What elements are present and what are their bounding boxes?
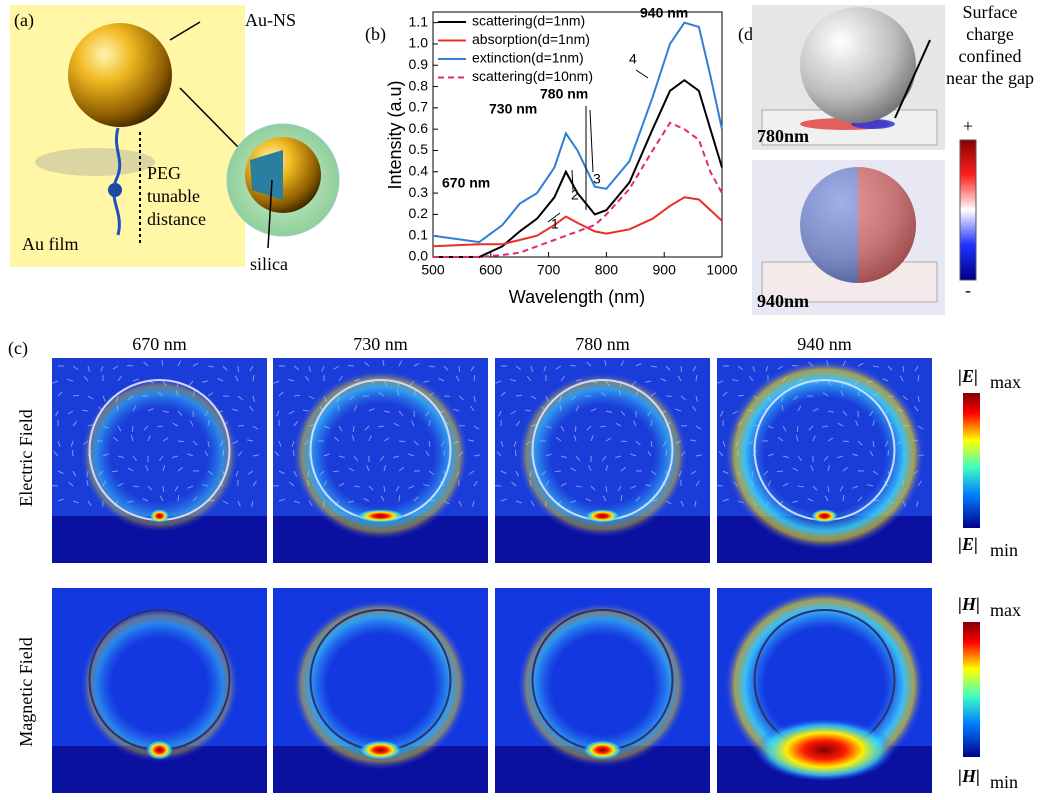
note: near the gap	[946, 68, 1034, 88]
annotation: 2	[571, 187, 579, 203]
cbar-min: -	[965, 280, 971, 300]
chart: (b) Wavelength (nm) Intensity (a.u) 0.00…	[365, 5, 738, 307]
hotspot	[755, 719, 895, 782]
cbar-max: +	[963, 116, 973, 136]
field-arrow	[903, 366, 904, 372]
field-glow	[81, 608, 239, 763]
y-tick-label: 0.1	[409, 226, 429, 242]
x-tick-label: 1000	[706, 262, 737, 278]
y-tick-label: 0.5	[409, 141, 429, 157]
x-tick-label: 800	[595, 262, 619, 278]
colorbar	[963, 622, 980, 757]
hotspot	[356, 509, 406, 523]
annotation: 730 nm	[489, 101, 537, 117]
x-axis-label: Wavelength (nm)	[509, 287, 645, 307]
cbar-label: |H|	[958, 594, 980, 614]
column-title: 730 nm	[353, 334, 408, 354]
cbar-label: min	[990, 772, 1018, 792]
sphere	[800, 7, 916, 123]
field-arrow	[127, 365, 133, 366]
y-tick-label: 1.1	[409, 13, 429, 29]
y-tick-label: 0.3	[409, 184, 429, 200]
field-arrow	[515, 450, 516, 456]
y-tick-label: 0.4	[409, 162, 429, 178]
field-arrow	[72, 450, 73, 456]
hotspot	[585, 509, 621, 523]
field-arrow	[238, 366, 239, 372]
x-tick-label: 500	[421, 262, 445, 278]
field-arrow	[348, 365, 354, 366]
y-tick-label: 0.7	[409, 99, 429, 115]
legend-label: scattering(d=10nm)	[472, 68, 593, 84]
x-tick-label: 700	[537, 262, 561, 278]
annotation: 780 nm	[540, 86, 588, 102]
label: 940nm	[757, 291, 809, 311]
cbar-label: |H|	[958, 766, 980, 786]
y-tick-label: 1.0	[409, 35, 429, 51]
row-label: Magnetic Field	[16, 637, 36, 746]
label: PEG	[147, 163, 181, 183]
label: tunable	[147, 186, 200, 206]
annotation: 940 nm	[640, 5, 688, 21]
legend-label: absorption(d=1nm)	[472, 31, 590, 47]
y-axis-label: Intensity (a.u)	[385, 80, 405, 189]
label: distance	[147, 209, 206, 229]
hotspot	[359, 740, 403, 760]
field-arrow	[459, 366, 460, 372]
cbar-label: |E|	[958, 534, 978, 554]
hotspot	[146, 740, 174, 760]
panel-label: (a)	[14, 10, 34, 31]
field-arrow	[570, 365, 576, 366]
series-line	[433, 197, 722, 246]
x-tick-label: 900	[653, 262, 677, 278]
annotation-arrow	[636, 70, 648, 78]
cbar-label: min	[990, 540, 1018, 560]
column-title: 940 nm	[797, 334, 852, 354]
annotation: 3	[593, 171, 601, 187]
label: Au film	[22, 234, 79, 254]
y-tick-label: 0.9	[409, 56, 429, 72]
hotspot	[150, 509, 170, 523]
linker-bead	[108, 183, 122, 197]
note: charge	[966, 24, 1014, 44]
annotation: 4	[629, 51, 637, 67]
y-tick-label: 0.6	[409, 120, 429, 136]
annotation: 1	[551, 216, 559, 232]
series-line	[433, 80, 722, 257]
colorbar	[963, 393, 980, 528]
x-tick-label: 600	[479, 262, 503, 278]
figure: (a) Au-NS PEG tunable distance Au film s…	[0, 0, 1045, 800]
cbar-label: max	[990, 372, 1021, 392]
column-title: 780 nm	[575, 334, 630, 354]
legend-label: extinction(d=1nm)	[472, 50, 584, 66]
label: Au-NS	[245, 10, 296, 30]
panel-label: (c)	[8, 338, 28, 359]
y-tick-label: 0.8	[409, 77, 429, 93]
legend-label: scattering(d=1nm)	[472, 13, 585, 29]
row-label: Electric Field	[16, 409, 36, 506]
panel-label: (b)	[365, 24, 386, 45]
hotspot	[583, 740, 623, 760]
annotation-arrow	[590, 110, 593, 172]
field-arrow	[681, 366, 682, 372]
field-maps: (c) Electric Field Magnetic Field 670 nm…	[8, 334, 1021, 793]
gold-sphere	[68, 23, 172, 127]
cbar-label: |E|	[958, 366, 978, 386]
annotation: 670 nm	[442, 175, 490, 191]
shadow	[35, 148, 155, 176]
cbar-label: max	[990, 600, 1021, 620]
column-title: 670 nm	[132, 334, 187, 354]
y-tick-label: 0.2	[409, 205, 429, 221]
label: 780nm	[757, 126, 809, 146]
colorbar	[960, 140, 976, 280]
hotspot	[811, 509, 839, 523]
label: silica	[250, 254, 288, 274]
note: Surface	[963, 2, 1018, 22]
note: confined	[959, 46, 1022, 66]
